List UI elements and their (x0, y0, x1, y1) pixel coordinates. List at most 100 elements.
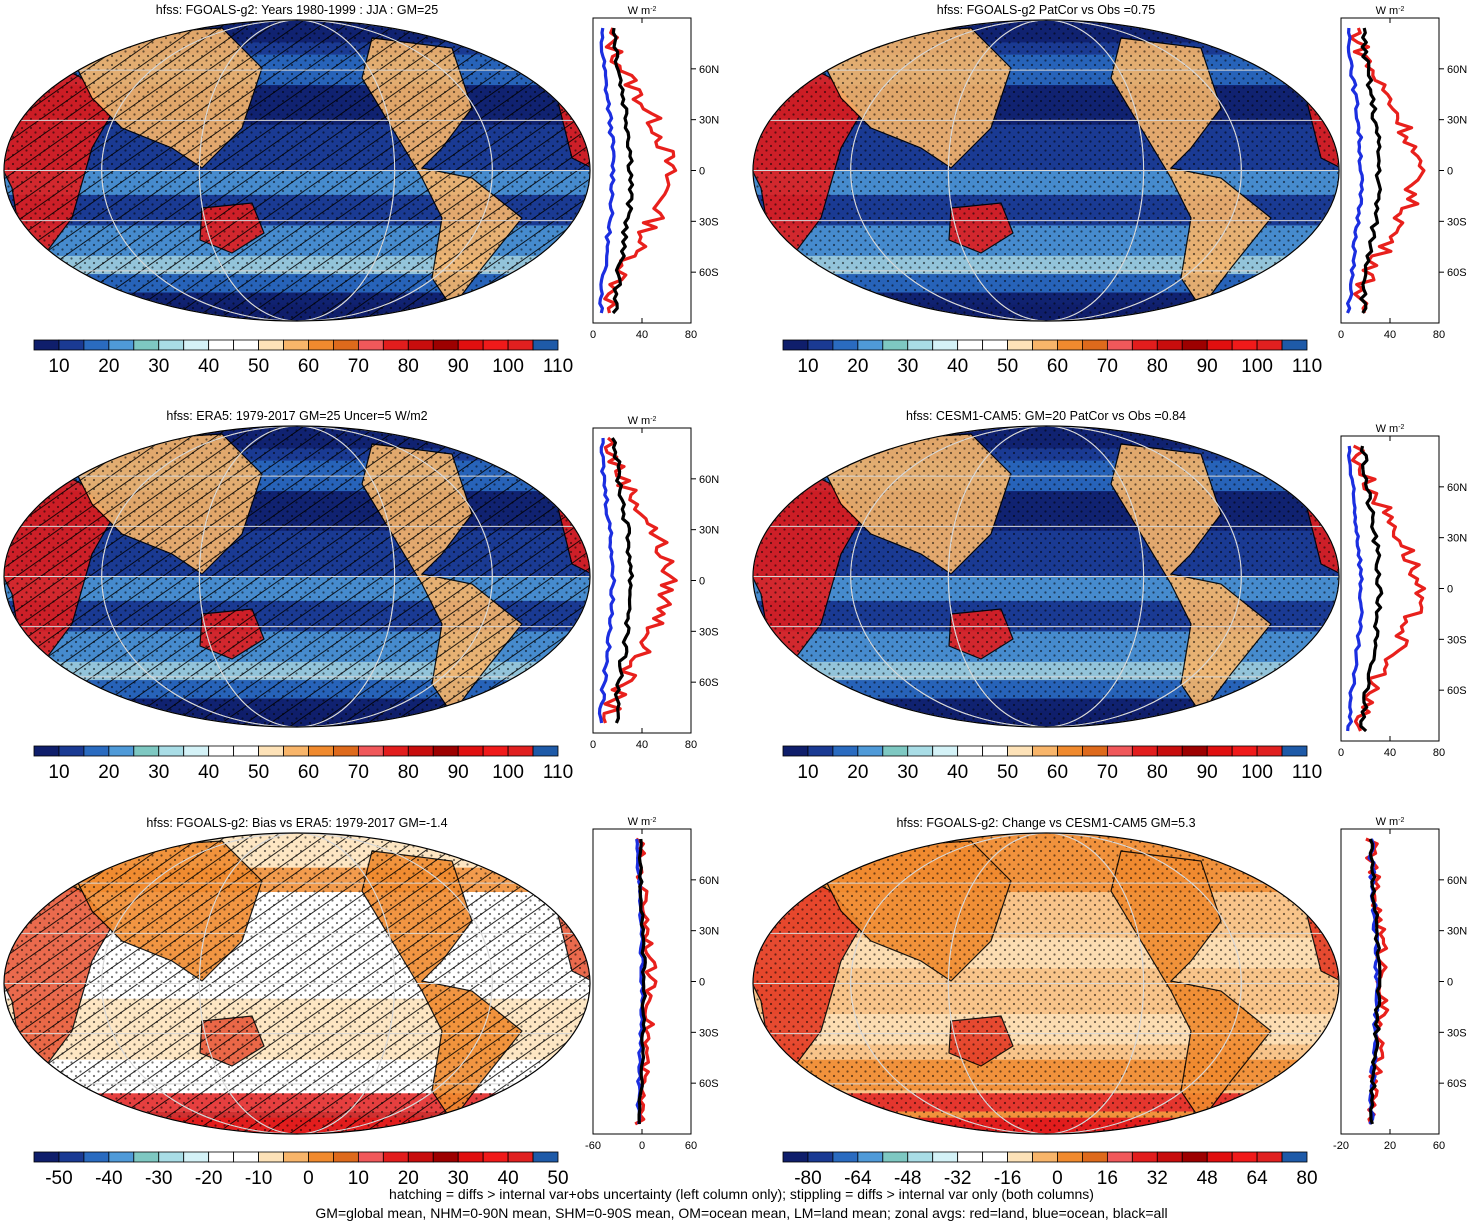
colorbar-label: 10 (348, 1168, 369, 1189)
zonal-tick-label: 0 (639, 1140, 645, 1152)
colorbar-label: 20 (98, 356, 119, 377)
colorbar-label: 20 (98, 762, 119, 783)
lat-tick-label: 60N (699, 64, 719, 76)
robinson-map (3, 425, 591, 728)
colorbar-label: 90 (448, 762, 469, 783)
colorbar-label: -80 (794, 1168, 821, 1189)
colorbar-label: 110 (1292, 356, 1322, 377)
zonal-profile: W m-2 60N 30N 0 30S 60S 0 40 80 (1338, 5, 1467, 341)
zonal-profile: W m-2 60N 30N 0 30S 60S 0 40 80 (590, 5, 719, 341)
lat-tick-label: 30N (699, 525, 719, 537)
colorbar-label: -10 (245, 1168, 272, 1189)
lat-tick-label: 60N (699, 875, 719, 887)
zonal-tick-label: 0 (1338, 329, 1344, 341)
colorbar-label: 50 (997, 762, 1018, 783)
lat-tick-label: 0 (699, 977, 705, 989)
colorbar-label: 30 (897, 356, 918, 377)
colorbar-label: 100 (1241, 762, 1273, 783)
robinson-map (752, 832, 1340, 1135)
colorbar-label: 0 (303, 1168, 314, 1189)
colorbar-label: 30 (148, 356, 169, 377)
zonal-tick-label: 0 (590, 739, 596, 751)
zonal-tick-label: 80 (1433, 747, 1445, 759)
colorbar-label: 70 (1097, 356, 1118, 377)
colorbar-label: 40 (947, 356, 968, 377)
colorbar-label: 10 (797, 762, 818, 783)
robinson-map (3, 19, 591, 322)
zonal-tick-label: 80 (685, 739, 697, 751)
colorbar-label: 40 (947, 762, 968, 783)
colorbar-label: 50 (248, 356, 269, 377)
colorbar: 10 20 30 40 50 60 70 80 90 100 110 (33, 745, 573, 783)
colorbar-label: 60 (1047, 356, 1068, 377)
colorbar-label: 10 (797, 356, 818, 377)
robinson-map (752, 425, 1340, 728)
colorbar-label: 30 (448, 1168, 469, 1189)
zonal-unit: W m-2 (628, 816, 657, 828)
colorbar-label: 20 (847, 356, 868, 377)
lat-tick-label: 60N (1447, 875, 1467, 887)
colorbar-label: 90 (1197, 762, 1218, 783)
colorbar-label: 30 (148, 762, 169, 783)
colorbar-label: 0 (1052, 1168, 1063, 1189)
colorbar-label: 10 (48, 356, 69, 377)
zonal-tick-label: 0 (590, 329, 596, 341)
lat-tick-label: 60S (699, 1078, 719, 1090)
colorbar-label: 110 (543, 762, 573, 783)
colorbar-label: 90 (448, 356, 469, 377)
zonal-unit: W m-2 (1376, 423, 1405, 435)
colorbar: 10 20 30 40 50 60 70 80 90 100 110 (782, 339, 1322, 377)
lat-tick-label: 30S (699, 216, 719, 228)
colorbar-label: 40 (498, 1168, 519, 1189)
lat-tick-label: 60S (1447, 685, 1467, 697)
lat-tick-label: 30N (699, 115, 719, 127)
lat-tick-label: 0 (699, 576, 705, 588)
panel-title: hfss: FGOALS-g2: Years 1980-1999 : JJA :… (155, 3, 439, 17)
colorbar-label: 48 (1197, 1168, 1218, 1189)
zonal-unit: W m-2 (1376, 5, 1405, 17)
colorbar-label: 110 (1292, 762, 1322, 783)
colorbar-label: 60 (298, 762, 319, 783)
zonal-profile: W m-2 60N 30N 0 30S 60S 0 40 80 (590, 415, 719, 751)
robinson-map (752, 19, 1340, 322)
zonal-unit: W m-2 (628, 415, 657, 427)
colorbar-label: 80 (398, 356, 419, 377)
zonal-tick-label: 40 (636, 739, 648, 751)
colorbar-label: 40 (198, 356, 219, 377)
colorbar-label: 40 (198, 762, 219, 783)
zonal-unit: W m-2 (1376, 816, 1405, 828)
colorbar-label: -50 (45, 1168, 72, 1189)
zonal-profile: W m-2 60N 30N 0 30S 60S 0 40 80 (1338, 423, 1467, 759)
lat-tick-label: 30S (699, 626, 719, 638)
zonal-tick-label: 60 (685, 1140, 697, 1152)
lat-tick-label: 30S (699, 1027, 719, 1039)
colorbar-label: 60 (298, 356, 319, 377)
colorbar-label: -64 (844, 1168, 872, 1189)
colorbar-label: 30 (897, 762, 918, 783)
zonal-tick-label: 40 (1384, 329, 1396, 341)
lat-tick-label: 0 (1447, 166, 1453, 178)
colorbar-label: -48 (894, 1168, 921, 1189)
zonal-tick-label: 60 (1433, 1140, 1445, 1152)
lat-tick-label: 0 (1447, 977, 1453, 989)
zonal-tick-label: 40 (636, 329, 648, 341)
colorbar-label: -16 (994, 1168, 1021, 1189)
lat-tick-label: 60N (1447, 482, 1467, 494)
zonal-tick-label: -60 (585, 1140, 601, 1152)
colorbar-label: 32 (1147, 1168, 1168, 1189)
footer-line-1: hatching = diffs > internal var+obs unce… (389, 1186, 1094, 1202)
lat-tick-label: 60S (699, 677, 719, 689)
colorbar-label: 80 (1147, 762, 1168, 783)
zonal-tick-label: -20 (1333, 1140, 1349, 1152)
lat-tick-label: 30N (1447, 533, 1467, 545)
lat-tick-label: 0 (699, 166, 705, 178)
colorbar-label: 70 (348, 762, 369, 783)
colorbar-label: 64 (1247, 1168, 1269, 1189)
colorbar-label: 110 (543, 356, 573, 377)
lat-tick-label: 60N (699, 474, 719, 486)
colorbar-label: 50 (547, 1168, 568, 1189)
zonal-tick-label: 80 (685, 329, 697, 341)
colorbar-label: 50 (248, 762, 269, 783)
colorbar-label: -40 (95, 1168, 122, 1189)
lat-tick-label: 60S (1447, 1078, 1467, 1090)
